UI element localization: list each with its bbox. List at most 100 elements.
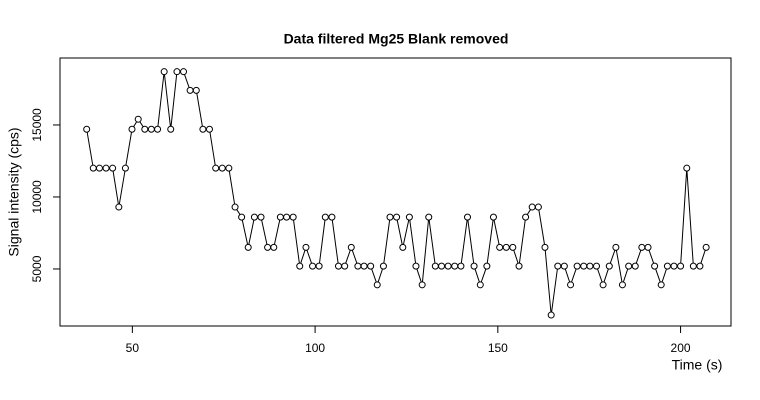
data-point <box>696 262 704 270</box>
data-point <box>225 164 233 172</box>
data-point <box>205 125 213 133</box>
data-point <box>605 262 613 270</box>
data-point <box>509 243 517 251</box>
data-point <box>399 243 407 251</box>
data-point <box>115 203 123 211</box>
data-point <box>212 164 220 172</box>
data-point <box>534 203 542 211</box>
data-point <box>451 262 459 270</box>
x-axis-label: Time (s) <box>672 357 723 373</box>
data-point <box>444 262 452 270</box>
series-line <box>86 71 707 316</box>
data-point <box>147 125 155 133</box>
data-point <box>593 262 601 270</box>
data-point <box>134 115 142 123</box>
data-point <box>386 213 394 221</box>
data-point <box>367 262 375 270</box>
data-point <box>670 262 678 270</box>
data-point <box>309 262 317 270</box>
data-point <box>167 125 175 133</box>
data-point <box>470 262 478 270</box>
data-point <box>702 243 710 251</box>
data-point <box>360 262 368 270</box>
y-tick-label: 10000 <box>30 180 44 214</box>
data-point <box>393 213 401 221</box>
data-point <box>528 203 536 211</box>
data-point <box>95 164 103 172</box>
data-point <box>618 281 626 289</box>
data-point <box>121 164 129 172</box>
x-tick-label: 50 <box>126 341 140 355</box>
data-point <box>315 262 323 270</box>
data-point <box>489 213 497 221</box>
x-tick-label: 100 <box>305 341 325 355</box>
data-point <box>431 262 439 270</box>
data-point <box>657 281 665 289</box>
data-point <box>302 243 310 251</box>
data-point <box>625 262 633 270</box>
data-point <box>573 262 581 270</box>
data-point <box>109 164 117 172</box>
data-point <box>476 281 484 289</box>
data-point <box>502 243 510 251</box>
data-point <box>586 262 594 270</box>
data-point <box>425 213 433 221</box>
data-point <box>651 262 659 270</box>
data-point <box>321 213 329 221</box>
data-point <box>244 243 252 251</box>
data-point <box>347 243 355 251</box>
data-point <box>547 311 555 319</box>
data-point <box>250 213 258 221</box>
data-point <box>463 213 471 221</box>
data-point <box>173 68 181 76</box>
y-tick-label: 5000 <box>30 255 44 282</box>
data-point <box>405 213 413 221</box>
data-point <box>560 262 568 270</box>
data-point <box>457 262 465 270</box>
data-point <box>160 68 168 76</box>
data-point <box>522 213 530 221</box>
y-axis-label: Signal intensity (cps) <box>6 127 22 256</box>
data-point <box>515 262 523 270</box>
data-point <box>554 262 562 270</box>
data-point <box>644 243 652 251</box>
data-point <box>141 125 149 133</box>
data-point <box>334 262 342 270</box>
data-point <box>438 262 446 270</box>
data-point <box>328 213 336 221</box>
data-point <box>192 86 200 94</box>
data-point <box>218 164 226 172</box>
x-tick-label: 150 <box>488 341 508 355</box>
data-point <box>289 213 297 221</box>
data-point <box>373 281 381 289</box>
data-point <box>296 262 304 270</box>
data-point <box>483 262 491 270</box>
data-point <box>638 243 646 251</box>
data-point <box>257 213 265 221</box>
data-point <box>102 164 110 172</box>
data-point <box>89 164 97 172</box>
y-tick-label: 15000 <box>30 108 44 142</box>
data-point <box>180 68 188 76</box>
data-point <box>418 281 426 289</box>
data-point <box>541 243 549 251</box>
data-point <box>341 262 349 270</box>
data-point <box>677 262 685 270</box>
data-point <box>567 281 575 289</box>
data-point <box>199 125 207 133</box>
data-point <box>264 243 272 251</box>
data-point <box>128 125 136 133</box>
data-point <box>412 262 420 270</box>
data-point <box>663 262 671 270</box>
data-point <box>276 213 284 221</box>
data-point <box>683 164 691 172</box>
data-point <box>186 86 194 94</box>
data-point <box>580 262 588 270</box>
x-tick-label: 200 <box>671 341 691 355</box>
data-point <box>599 281 607 289</box>
data-point <box>238 213 246 221</box>
data-point <box>631 262 639 270</box>
data-point <box>270 243 278 251</box>
